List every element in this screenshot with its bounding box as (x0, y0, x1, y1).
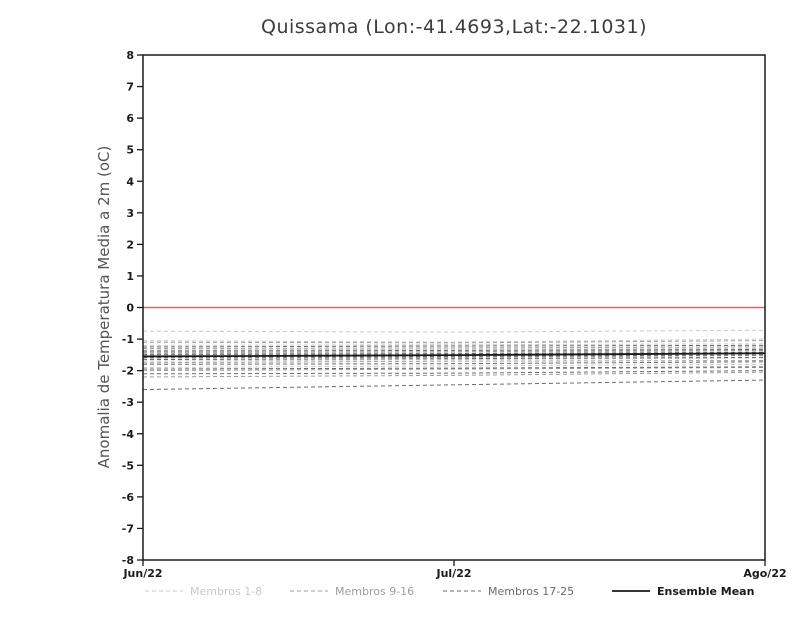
ensemble-member-line (142, 338, 766, 343)
ensemble-member-line (142, 329, 766, 333)
x-tick-label: Jul/22 (435, 567, 471, 580)
y-tick-label: -8 (122, 554, 134, 567)
y-tick-label: 7 (126, 81, 134, 94)
y-tick-label: -5 (122, 459, 134, 472)
chart-title: Quissama (Lon:-41.4693,Lat:-22.1031) (260, 16, 648, 38)
legend-label: Membros 9-16 (335, 585, 414, 598)
ensemble-member-line (142, 356, 766, 361)
plot-frame (142, 54, 766, 561)
y-tick-label: -1 (122, 333, 134, 346)
ensemble-member-line (142, 343, 766, 346)
ensemble-member-line (142, 366, 766, 370)
legend-label: Membros 1-8 (190, 585, 262, 598)
legend-label: Ensemble Mean (657, 585, 754, 598)
ensemble-member-line (142, 344, 766, 348)
ensemble-member-line (142, 379, 766, 391)
x-axis-ticks: Jun/22 Jul/22 Ago/22 (122, 560, 787, 580)
y-tick-label: -3 (122, 396, 134, 409)
ensemble-member-line (142, 351, 766, 355)
y-tick-label: -2 (122, 365, 134, 378)
ensemble-member-line (142, 361, 766, 365)
legend-label: Membros 17-25 (488, 585, 574, 598)
ensemble-mean-line (142, 352, 766, 358)
ensemble-member-line (142, 354, 766, 358)
ensemble-members (142, 329, 766, 391)
y-tick-label: -6 (122, 491, 135, 504)
chart-legend: Membros 1-8 Membros 9-16 Membros 17-25 Ense… (145, 585, 754, 598)
y-tick-label: 5 (126, 144, 134, 157)
ensemble-member-line (142, 348, 766, 351)
ensemble-member-line (142, 348, 766, 352)
ensemble-member-line (142, 366, 766, 372)
y-tick-label: -4 (122, 428, 135, 441)
ensemble-member-line (142, 363, 766, 368)
ensemble-member-line (142, 346, 766, 350)
y-tick-label: 0 (126, 302, 134, 315)
x-tick-label: Ago/22 (743, 567, 786, 580)
y-tick-label: -7 (122, 522, 134, 535)
y-tick-label: 6 (126, 112, 134, 125)
y-tick-label: 2 (126, 238, 134, 251)
ensemble-member-line (142, 350, 766, 354)
y-axis-ticks: -8 -7 -6 -5 -4 -3 -2 -1 0 1 2 3 4 5 6 7 8 (122, 49, 143, 567)
y-tick-label: 1 (126, 270, 134, 283)
ensemble-member-line (142, 360, 766, 364)
ensemble-member-line (142, 354, 766, 359)
x-tick-label: Jun/22 (122, 567, 162, 580)
ensemble-member-line (142, 371, 766, 378)
ensemble-member-line (142, 370, 766, 375)
y-tick-label: 3 (126, 207, 134, 220)
ensemble-member-line (142, 357, 766, 362)
ensemble-member-line (142, 349, 766, 353)
y-tick-label: 8 (126, 49, 134, 62)
y-tick-label: 4 (126, 175, 134, 188)
ensemble-member-line (142, 340, 766, 344)
